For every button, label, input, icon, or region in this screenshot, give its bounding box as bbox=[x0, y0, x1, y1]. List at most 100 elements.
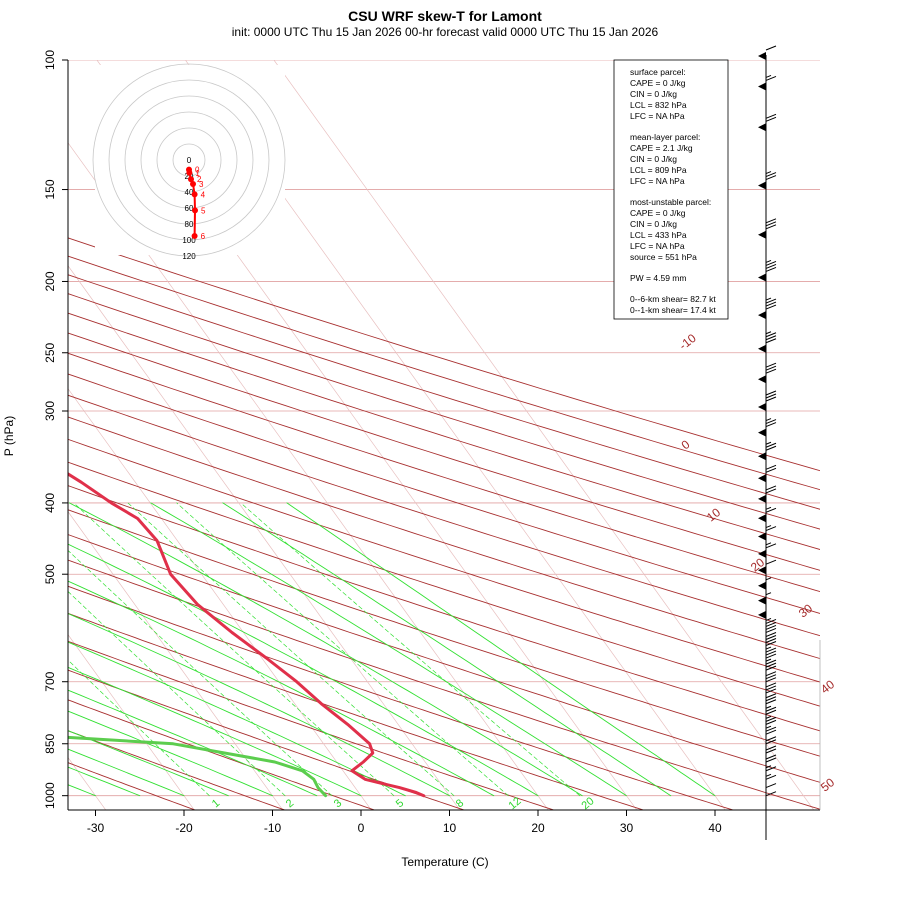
hodograph-ring bbox=[124, 95, 254, 225]
hodograph-ring bbox=[108, 79, 270, 241]
dry-adiabat-line bbox=[68, 461, 820, 707]
wind-barb-half bbox=[765, 773, 772, 777]
wind-barb-full bbox=[765, 650, 777, 656]
dry-adiabat-line bbox=[68, 485, 820, 732]
wind-barb-full bbox=[765, 543, 777, 549]
dry-adiabat-line bbox=[68, 332, 820, 571]
wind-barb-half bbox=[765, 525, 772, 529]
surface-lcl: LCL = 832 hPa bbox=[630, 100, 687, 110]
temp-tick-label: 20 bbox=[531, 821, 545, 835]
wind-barb-full bbox=[765, 696, 777, 702]
pressure-tick-label: 700 bbox=[43, 671, 57, 691]
hodograph-ring-label: 60 bbox=[185, 204, 194, 213]
wind-barb-full bbox=[765, 335, 777, 341]
wind-barb-half bbox=[765, 259, 772, 263]
pressure-tick-label: 100 bbox=[43, 50, 57, 70]
parcel-info-box: surface parcel: CAPE = 0 J/kg CIN = 0 J/… bbox=[613, 59, 729, 320]
wind-barb-flag bbox=[758, 514, 766, 523]
wind-barb-full bbox=[765, 635, 777, 640]
wind-barb-full bbox=[765, 338, 777, 344]
wind-barb-full bbox=[765, 699, 777, 705]
hodograph-ring-label: 120 bbox=[182, 252, 196, 261]
dry-adiabat-line bbox=[68, 640, 555, 810]
mixing-ratio-label: 1 bbox=[210, 797, 222, 810]
moist-adiabat-line bbox=[68, 666, 362, 797]
wind-barb-full bbox=[765, 526, 777, 532]
pressure-tick-label: 250 bbox=[43, 342, 57, 362]
isotherm-line bbox=[68, 265, 461, 810]
pressure-tick-label: 1000 bbox=[43, 782, 57, 809]
wind-barb-full bbox=[765, 638, 777, 643]
wind-barb bbox=[758, 331, 777, 353]
dry-adiabat-line bbox=[68, 730, 286, 810]
wind-barb-full bbox=[765, 175, 777, 181]
wind-barb-full bbox=[765, 419, 777, 425]
wind-barb-half bbox=[765, 506, 772, 510]
wind-barb-full bbox=[765, 716, 777, 722]
wind-barb-full bbox=[765, 726, 777, 732]
hodograph-ring-label: 0 bbox=[187, 156, 192, 165]
wind-barb-full bbox=[765, 559, 777, 565]
dry-adiabat-line bbox=[68, 416, 820, 660]
wind-barb-full bbox=[765, 745, 777, 751]
moist-adiabat-line bbox=[68, 502, 583, 797]
wind-barb bbox=[758, 45, 777, 60]
moist-adiabat-line bbox=[68, 641, 406, 797]
surface-lfc: LFC = NA hPa bbox=[630, 111, 685, 121]
mixing-ratio-line bbox=[68, 590, 286, 797]
wind-barb bbox=[765, 791, 777, 797]
wind-barb bbox=[758, 506, 777, 523]
wind-barb bbox=[765, 725, 777, 735]
wind-barb-full bbox=[765, 693, 777, 699]
wind-barb-full bbox=[765, 221, 777, 227]
hodograph-point bbox=[186, 169, 193, 176]
wind-barb-half bbox=[765, 171, 772, 175]
wind-barb bbox=[765, 693, 777, 705]
wind-barb-full bbox=[765, 671, 777, 677]
mixing-ratio-line bbox=[68, 549, 333, 797]
pressure-tick-label: 850 bbox=[43, 733, 57, 753]
hodograph-height-label: 6 bbox=[201, 232, 206, 241]
isotherm-line bbox=[273, 60, 815, 810]
wind-barb-full bbox=[765, 766, 777, 772]
dry-adiabat-line bbox=[68, 352, 820, 593]
most-unstable-cin: CIN = 0 J/kg bbox=[630, 219, 677, 229]
mean-layer-lfc: LFC = NA hPa bbox=[630, 176, 685, 186]
wind-barb-full bbox=[765, 736, 777, 742]
hodograph-height-label: 1 bbox=[195, 169, 200, 178]
wind-barb-full bbox=[765, 619, 777, 624]
x-axis-label: Temperature (C) bbox=[401, 855, 488, 869]
wind-barb-half bbox=[765, 646, 772, 650]
wind-barb-full bbox=[765, 729, 777, 735]
dry-adiabat-line bbox=[68, 509, 820, 757]
moist-adiabat-line bbox=[68, 613, 450, 797]
wind-barb-flag bbox=[758, 403, 766, 412]
moist-adiabat-line bbox=[68, 748, 185, 797]
temp-tick-label: 10 bbox=[443, 821, 457, 835]
temperature-trace bbox=[68, 472, 426, 798]
isotherm-label: 30 bbox=[796, 601, 815, 620]
dry-adiabat-line bbox=[68, 534, 820, 783]
isotherm-line bbox=[68, 633, 195, 810]
dry-adiabat-line bbox=[68, 559, 820, 810]
wind-barb-full bbox=[765, 706, 777, 712]
moist-adiabat-line bbox=[68, 580, 495, 797]
wind-barb-half bbox=[765, 592, 772, 596]
y-axis-label: P (hPa) bbox=[2, 416, 16, 456]
isotherm-line bbox=[68, 511, 284, 810]
wind-barb bbox=[765, 646, 777, 659]
isotherm-label: 40 bbox=[818, 677, 837, 696]
wind-barb bbox=[758, 610, 766, 619]
wind-barb-full bbox=[765, 688, 777, 694]
dry-adiabat-line bbox=[68, 585, 735, 810]
wind-barb-half bbox=[765, 331, 772, 335]
wind-barb-half bbox=[765, 441, 772, 445]
wind-barb bbox=[765, 715, 777, 725]
pressure-tick-label: 200 bbox=[43, 271, 57, 291]
wind-barb-full bbox=[765, 260, 777, 266]
hodograph-height-label: 4 bbox=[201, 190, 206, 199]
wind-barb-full bbox=[765, 622, 777, 627]
wind-barb-full bbox=[765, 362, 777, 368]
wind-barb-flag bbox=[758, 474, 766, 483]
wind-barb-half bbox=[765, 618, 772, 621]
